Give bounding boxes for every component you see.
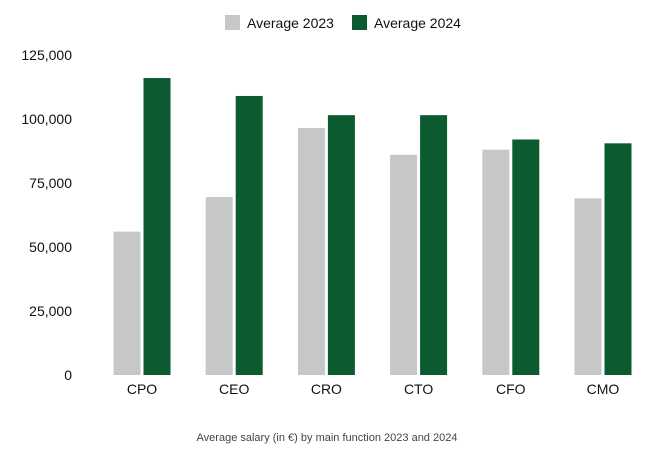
bar-ceo-2023 <box>205 197 233 375</box>
bar-cfo-2023 <box>482 149 510 375</box>
y-tick-label: 75,000 <box>29 175 72 191</box>
y-axis: 0 25,000 50,000 75,000 100,000 125,000 <box>21 47 72 383</box>
bar-cro-2023 <box>297 127 325 376</box>
bar-cpo-2024 <box>143 78 171 375</box>
x-tick-label-cpo: CPO <box>127 381 157 397</box>
bar-cmo-2024 <box>604 143 632 375</box>
y-tick-label: 125,000 <box>21 47 72 63</box>
bar-ceo-2024 <box>235 95 263 376</box>
chart-caption: Average salary (in €) by main function 2… <box>196 432 458 444</box>
legend-label-2024: Average 2024 <box>374 15 461 31</box>
y-tick-label: 50,000 <box>29 239 72 255</box>
bar-cto-2023 <box>390 154 418 375</box>
x-tick-label-cfo: CFO <box>496 381 526 397</box>
y-tick-label: 25,000 <box>29 303 72 319</box>
bars <box>113 78 632 376</box>
bar-cmo-2023 <box>574 198 602 375</box>
bar-cro-2024 <box>327 115 355 375</box>
bar-cto-2024 <box>420 115 448 375</box>
y-tick-label: 0 <box>64 367 72 383</box>
legend-swatch-2024 <box>352 15 367 30</box>
y-tick-label: 100,000 <box>21 111 72 127</box>
legend-label-2023: Average 2023 <box>247 15 334 31</box>
bar-cfo-2024 <box>512 139 540 375</box>
bar-cpo-2023 <box>113 231 141 375</box>
x-tick-label-cmo: CMO <box>587 381 620 397</box>
legend: Average 2023 Average 2024 <box>225 15 461 31</box>
x-tick-label-cro: CRO <box>311 381 342 397</box>
x-axis: CPO CEO CRO CTO CFO CMO <box>127 381 620 397</box>
legend-swatch-2023 <box>225 15 240 30</box>
x-tick-label-cto: CTO <box>404 381 433 397</box>
x-tick-label-ceo: CEO <box>219 381 249 397</box>
